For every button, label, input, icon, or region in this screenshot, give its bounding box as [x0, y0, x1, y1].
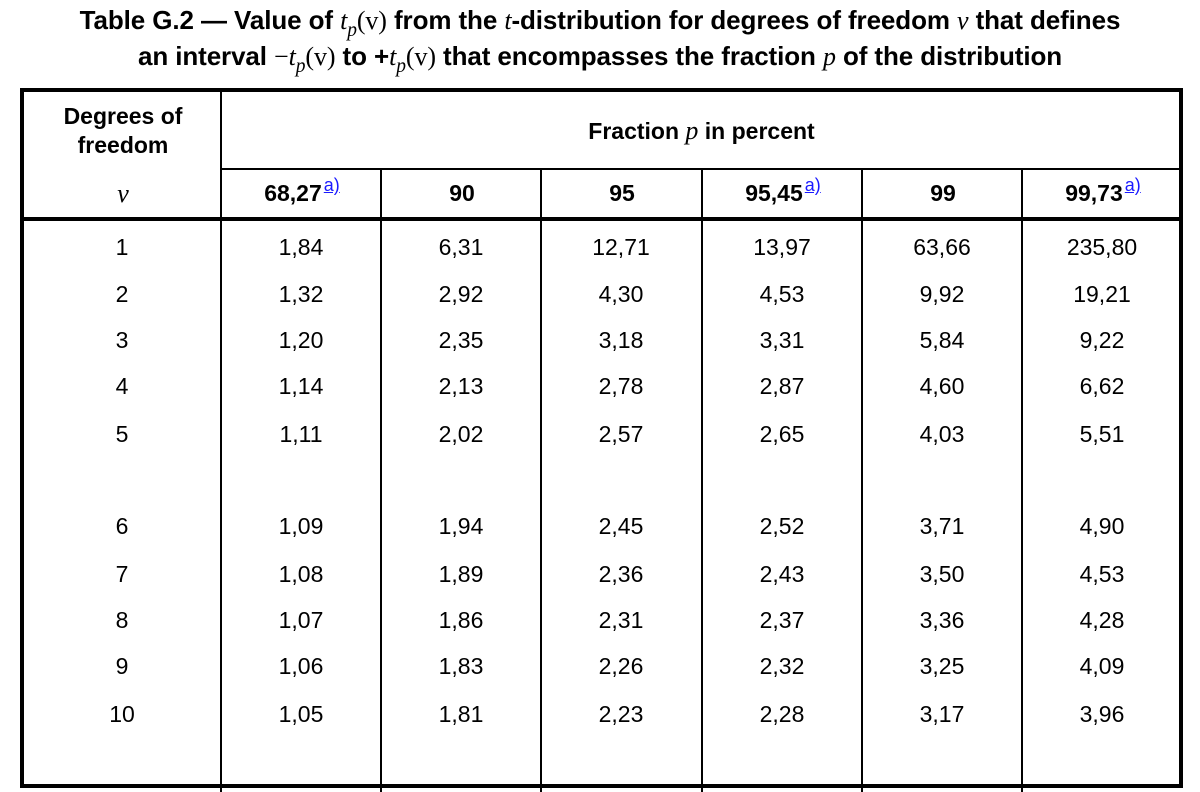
table-cell: 1,11	[279, 420, 323, 447]
footnote-link[interactable]: a)	[323, 175, 340, 195]
table-cell: 2,13	[438, 372, 484, 399]
table-cell: 2,43	[759, 560, 805, 587]
table-cell: 1,06	[278, 652, 324, 679]
divider	[380, 170, 382, 792]
dof-header-line2: freedom	[77, 132, 169, 158]
table-cell: 2,52	[759, 512, 805, 539]
table-cell: 1,84	[278, 233, 324, 260]
dof-value: 6	[115, 512, 129, 539]
table-cell: 3,17	[919, 700, 965, 727]
table-cell: 9,92	[919, 280, 965, 307]
table-cell: 1,20	[278, 326, 324, 353]
table-cell: 1,89	[438, 560, 484, 587]
table-cell: 19,21	[1073, 280, 1131, 307]
table-cell: 3,50	[919, 560, 965, 587]
table-cell: 2,02	[438, 420, 484, 447]
dof-symbol: v	[117, 178, 129, 208]
table-cell: 1,32	[278, 280, 324, 307]
table-cell: 235,80	[1066, 233, 1138, 260]
table-cell: 2,57	[598, 420, 644, 447]
table-cell: 4,53	[1079, 560, 1125, 587]
table-cell: 3,71	[919, 512, 965, 539]
divider	[222, 168, 1179, 170]
dof-value: 1	[115, 233, 129, 260]
table-cell: 4,03	[919, 420, 965, 447]
dof-value: 10	[109, 700, 135, 727]
table-cell: 63,66	[913, 233, 971, 260]
table-cell: 2,35	[438, 326, 484, 353]
table-cell: 1,86	[438, 606, 484, 633]
table-cell: 4,28	[1079, 606, 1125, 633]
column-header-1: 90	[449, 180, 475, 206]
footnote-link[interactable]: a)	[804, 175, 821, 195]
table-cell: 2,32	[759, 652, 805, 679]
table-cell: 1,83	[438, 652, 484, 679]
table-cell: 4,90	[1079, 512, 1125, 539]
dof-value: 8	[115, 606, 129, 633]
table-cell: 2,78	[598, 372, 644, 399]
table-cell: 2,92	[438, 280, 484, 307]
divider	[540, 170, 542, 792]
table-cell: 2,45	[598, 512, 644, 539]
divider	[1021, 170, 1023, 792]
dof-value: 9	[115, 652, 129, 679]
table-cell: 1,94	[438, 512, 484, 539]
table-cell: 4,09	[1079, 652, 1125, 679]
table-cell: 3,96	[1079, 700, 1125, 727]
table-cell: 5,51	[1079, 420, 1125, 447]
table-cell: 3,18	[598, 326, 644, 353]
column-header-2: 95	[609, 180, 635, 206]
dof-value: 7	[115, 560, 129, 587]
footnote-link[interactable]: a)	[1124, 175, 1141, 195]
divider	[220, 92, 222, 792]
table-cell: 2,26	[598, 652, 644, 679]
divider	[861, 170, 863, 792]
header-rule	[24, 217, 1179, 221]
dof-header-line1: Degrees of	[63, 103, 183, 129]
table-cell: 1,07	[278, 606, 324, 633]
table-cell: 1,14	[278, 372, 324, 399]
table-cell: 3,25	[919, 652, 965, 679]
table-cell: 1,09	[278, 512, 324, 539]
table-cell: 4,30	[598, 280, 644, 307]
table-cell: 2,31	[598, 606, 644, 633]
caption-line-2: an interval −tp(v) to +tp(v) that encomp…	[137, 41, 1063, 77]
column-header-4: 99	[930, 180, 956, 206]
table-cell: 3,36	[919, 606, 965, 633]
table-caption: Table G.2 — Value of tp(v) from the t-di…	[0, 4, 1200, 77]
dof-value: 4	[115, 372, 129, 399]
table-cell: 1,05	[278, 700, 324, 727]
table-cell: 12,71	[592, 233, 650, 260]
dof-value: 2	[115, 280, 129, 307]
column-header-0: 68,27 a)	[264, 175, 340, 206]
table-cell: 2,65	[759, 420, 805, 447]
table-cell: 1,08	[278, 560, 324, 587]
table-cell: 9,22	[1079, 326, 1125, 353]
table-cell: 3,31	[759, 326, 805, 353]
table-cell: 13,97	[753, 233, 811, 260]
caption-line-1: Table G.2 — Value of tp(v) from the t-di…	[79, 5, 1121, 41]
table-cell: 4,60	[919, 372, 965, 399]
table-cell: 6,31	[438, 233, 484, 260]
column-header-5: 99,73 a)	[1065, 175, 1141, 206]
dof-value: 3	[115, 326, 129, 353]
table-cell: 4,53	[759, 280, 805, 307]
table-cell: 1,81	[438, 700, 484, 727]
t-distribution-table: Degrees of freedom v Fraction p in perce…	[20, 88, 1183, 792]
column-header-3: 95,45 a)	[745, 175, 821, 206]
table-cell: 2,23	[598, 700, 644, 727]
dof-header: Degrees of freedom	[24, 92, 222, 170]
table-cell: 2,37	[759, 606, 805, 633]
table-cell: 2,87	[759, 372, 805, 399]
fraction-header: Fraction p in percent	[588, 116, 815, 145]
table-cell: 2,28	[759, 700, 805, 727]
table-cell: 5,84	[919, 326, 965, 353]
divider	[701, 170, 703, 792]
dof-value: 5	[115, 420, 129, 447]
table-cell: 6,62	[1079, 372, 1125, 399]
table-cell: 2,36	[598, 560, 644, 587]
